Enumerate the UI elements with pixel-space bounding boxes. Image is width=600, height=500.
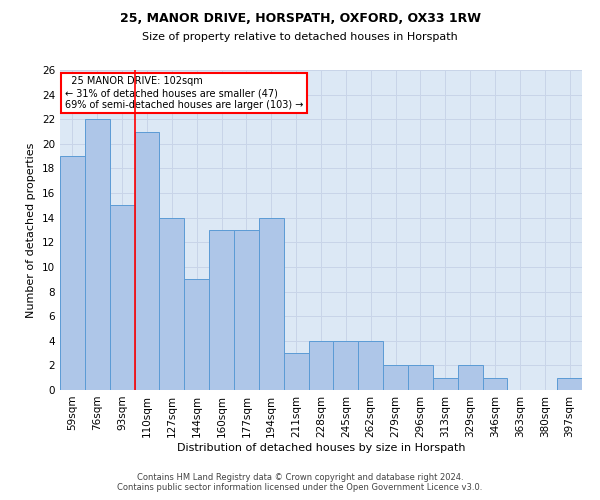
Text: Contains public sector information licensed under the Open Government Licence v3: Contains public sector information licen… bbox=[118, 482, 482, 492]
Bar bbox=[184, 279, 209, 390]
Bar bbox=[482, 378, 508, 390]
Bar bbox=[234, 230, 259, 390]
Bar bbox=[334, 341, 358, 390]
Bar bbox=[259, 218, 284, 390]
Bar bbox=[383, 366, 408, 390]
Bar bbox=[458, 366, 482, 390]
Text: 25, MANOR DRIVE, HORSPATH, OXFORD, OX33 1RW: 25, MANOR DRIVE, HORSPATH, OXFORD, OX33 … bbox=[119, 12, 481, 26]
Bar bbox=[408, 366, 433, 390]
Text: Size of property relative to detached houses in Horspath: Size of property relative to detached ho… bbox=[142, 32, 458, 42]
Bar bbox=[110, 206, 134, 390]
Text: Contains HM Land Registry data © Crown copyright and database right 2024.: Contains HM Land Registry data © Crown c… bbox=[137, 472, 463, 482]
Bar bbox=[557, 378, 582, 390]
X-axis label: Distribution of detached houses by size in Horspath: Distribution of detached houses by size … bbox=[177, 442, 465, 452]
Bar bbox=[284, 353, 308, 390]
Bar bbox=[308, 341, 334, 390]
Bar bbox=[358, 341, 383, 390]
Bar bbox=[60, 156, 85, 390]
Text: 25 MANOR DRIVE: 102sqm  
← 31% of detached houses are smaller (47)
69% of semi-d: 25 MANOR DRIVE: 102sqm ← 31% of detached… bbox=[65, 76, 304, 110]
Bar bbox=[209, 230, 234, 390]
Y-axis label: Number of detached properties: Number of detached properties bbox=[26, 142, 37, 318]
Bar bbox=[433, 378, 458, 390]
Bar bbox=[85, 119, 110, 390]
Bar bbox=[160, 218, 184, 390]
Bar bbox=[134, 132, 160, 390]
